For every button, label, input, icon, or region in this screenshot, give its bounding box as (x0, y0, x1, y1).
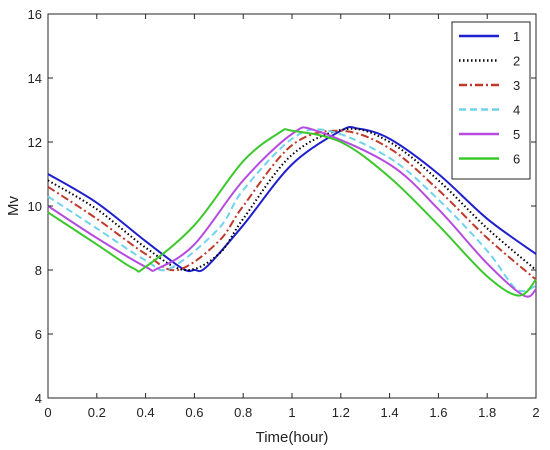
x-tick-label: 0 (44, 405, 51, 420)
x-tick-label: 1.4 (381, 405, 399, 420)
y-tick-label: 4 (35, 391, 42, 406)
legend-label: 4 (513, 103, 520, 118)
x-tick-label: 0.4 (137, 405, 155, 420)
legend: 1 2 3 4 5 6 (451, 21, 531, 180)
y-tick-label: 6 (35, 327, 42, 342)
legend-label: 5 (513, 127, 520, 142)
x-tick-label: 1.8 (478, 405, 496, 420)
legend-label: 2 (513, 54, 520, 69)
x-tick-label: 0.2 (88, 405, 106, 420)
x-tick-label: 1 (288, 405, 295, 420)
y-tick-label: 12 (28, 135, 42, 150)
x-tick-label: 1.6 (429, 405, 447, 420)
series-layer (47, 125, 537, 298)
x-tick-label: 1.2 (332, 405, 350, 420)
series-line-3 (47, 129, 537, 281)
x-tick-label: 0.6 (185, 405, 203, 420)
legend-label: 6 (513, 152, 520, 167)
legend-box (451, 21, 531, 180)
legend-label: 1 (513, 29, 520, 44)
y-axis-label: Mv (5, 196, 22, 216)
x-axis-label: Time(hour) (256, 429, 329, 446)
y-tick-label: 16 (28, 7, 42, 22)
x-tick-label: 0.8 (234, 405, 252, 420)
series-line-6 (47, 128, 537, 297)
legend-label: 3 (513, 78, 520, 93)
y-tick-label: 14 (28, 71, 42, 86)
x-tick-label: 2 (532, 405, 539, 420)
series-line-4 (47, 128, 537, 293)
series-line-1 (47, 125, 537, 273)
y-tick-label: 8 (35, 263, 42, 278)
y-tick-label: 10 (28, 199, 42, 214)
